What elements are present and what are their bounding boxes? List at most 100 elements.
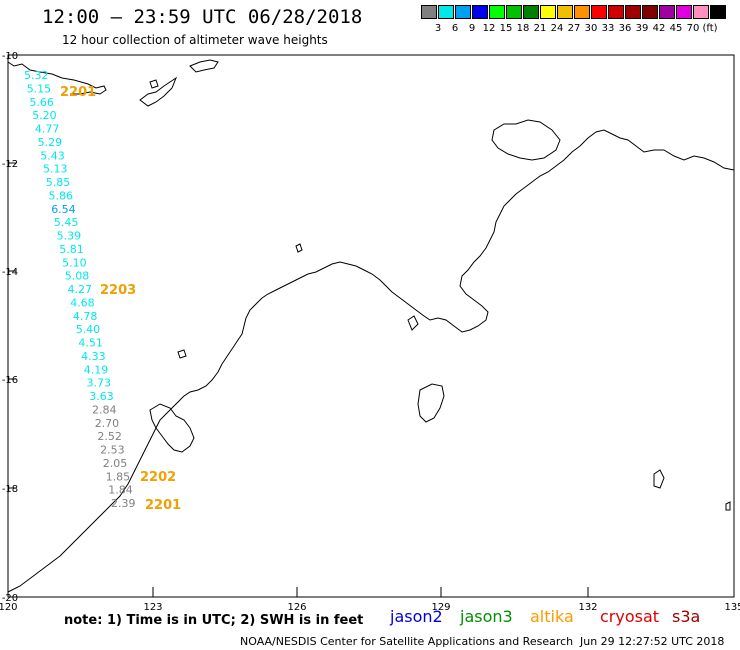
wave-height-value: 2.70	[95, 417, 120, 430]
pass-time-labels: 2201 2203 2202 2201	[60, 85, 181, 513]
coastline-island-7	[295, 243, 303, 253]
colorbar-label: 33	[601, 23, 615, 34]
x-tick-label: 129	[431, 602, 450, 613]
y-tick-label: -14	[2, 267, 18, 278]
coastline-island-9	[725, 501, 731, 511]
colorbar-swatch	[574, 5, 590, 19]
wave-height-value: 5.86	[49, 189, 74, 202]
pass-time-label: 2201	[145, 498, 181, 513]
wave-height-value: 5.40	[76, 323, 101, 336]
colorbar-swatch	[676, 5, 692, 19]
y-tick-label: -10	[2, 51, 18, 62]
satellite-legend-altika: altika	[530, 607, 574, 626]
wave-height-value: 5.08	[65, 270, 90, 283]
satellite-legend-cryosat: cryosat	[600, 607, 660, 626]
x-tick-label: 123	[143, 602, 162, 613]
colorbar-label: 27	[567, 23, 581, 34]
colorbar-swatch	[489, 5, 505, 19]
x-tick-label: 132	[578, 602, 597, 613]
colorbar-swatch	[523, 5, 539, 19]
x-tick-label: 135	[724, 602, 740, 613]
wave-height-value: 2.39	[111, 497, 136, 510]
colorbar-swatch	[591, 5, 607, 19]
y-tick-label: -16	[2, 375, 18, 386]
footer-note: note: 1) Time is in UTC; 2) SWH is in fe…	[64, 613, 364, 628]
colorbar-label: 39	[635, 23, 649, 34]
coastline-island-5	[407, 315, 419, 331]
coastline-island-2	[189, 59, 219, 73]
wave-height-value: 5.29	[38, 136, 63, 149]
wave-height-value: 5.39	[57, 230, 82, 243]
y-tick-label: -18	[2, 484, 18, 495]
coastline-island-1	[139, 76, 178, 107]
map-frame	[7, 54, 735, 598]
wave-height-value: 2.05	[103, 457, 128, 470]
satellite-legend-s3a: s3a	[672, 607, 701, 626]
colorbar-swatch	[421, 5, 437, 19]
colorbar-label: 6	[451, 23, 459, 34]
wave-height-value: 5.45	[54, 216, 79, 229]
colorbar-label: 9	[468, 23, 476, 34]
coastline-island-4	[417, 383, 445, 423]
coastline-island-6	[653, 469, 665, 489]
colorbar-swatch	[506, 5, 522, 19]
coastline-island-8	[177, 349, 187, 359]
satellite-legend-jason2: jason2	[390, 607, 443, 626]
generated-timestamp: Jun 29 12:27:52 UTC 2018	[580, 635, 725, 648]
coastline-tiwi	[491, 119, 561, 161]
wave-height-value: 5.32	[24, 69, 49, 82]
pass-time-label: 2203	[100, 283, 136, 298]
colorbar-swatch	[693, 5, 709, 19]
colorbar-swatch	[455, 5, 471, 19]
colorbar-swatch	[659, 5, 675, 19]
pass-time-label: 2201	[60, 85, 96, 100]
colorbar-swatch	[540, 5, 556, 19]
wave-height-value: 2.53	[100, 444, 125, 457]
wave-height-value: 6.54	[51, 203, 75, 216]
x-tick-label: 120	[0, 602, 18, 613]
colorbar-swatch	[438, 5, 454, 19]
wave-height-value: 3.63	[89, 390, 114, 403]
wave-height-value: 3.73	[87, 377, 112, 390]
colorbar-swatch	[642, 5, 658, 19]
wave-height-value: 5.43	[40, 149, 65, 162]
wave-height-value: 4.51	[78, 337, 103, 350]
pass-time-label: 2202	[140, 470, 176, 485]
wave-height-value: 5.13	[43, 163, 68, 176]
wave-height-value: 1.85	[106, 470, 131, 483]
wave-height-value: 2.52	[97, 430, 122, 443]
colorbar-label: 70	[686, 23, 700, 34]
wave-height-value: 5.10	[62, 256, 87, 269]
colorbar-label: (ft)	[702, 23, 718, 34]
colorbar-swatch	[625, 5, 641, 19]
page-subtitle: 12 hour collection of altimeter wave hei…	[62, 33, 328, 47]
colorbar-label: 42	[652, 23, 666, 34]
colorbar-label: 36	[618, 23, 632, 34]
map-axes: 120 123 126 129 132 135 -10 -12 -14 -16 -18 -20	[0, 51, 740, 613]
wave-height-value: 4.27	[68, 283, 93, 296]
colorbar-label: 18	[516, 23, 530, 34]
x-tick-label: 126	[287, 602, 306, 613]
coastline-arnhem	[7, 129, 735, 593]
y-tick-label: -20	[2, 593, 18, 604]
coastline	[7, 59, 735, 593]
colorbar-swatch	[557, 5, 573, 19]
wave-height-value: 5.81	[59, 243, 84, 256]
wave-height-value: 5.85	[46, 176, 71, 189]
page-title: 12:00 – 23:59 UTC 06/28/2018	[42, 6, 363, 28]
colorbar-label: 12	[482, 23, 496, 34]
coastline-timor	[7, 61, 107, 95]
colorbar-swatch	[710, 5, 726, 19]
wave-height-value: 4.68	[70, 296, 95, 309]
wave-height-value: 1.84	[108, 484, 133, 497]
wave-height-value: 2.84	[92, 403, 117, 416]
colorbar-label: 30	[584, 23, 598, 34]
wave-height-value: 5.15	[27, 82, 52, 95]
y-tick-label: -12	[2, 159, 18, 170]
wave-height-value: 4.77	[35, 123, 60, 136]
coastline-kimberley	[149, 403, 195, 453]
colorbar-label: 45	[669, 23, 683, 34]
wave-height-value: 4.78	[73, 310, 98, 323]
colorbar-label: 24	[550, 23, 564, 34]
